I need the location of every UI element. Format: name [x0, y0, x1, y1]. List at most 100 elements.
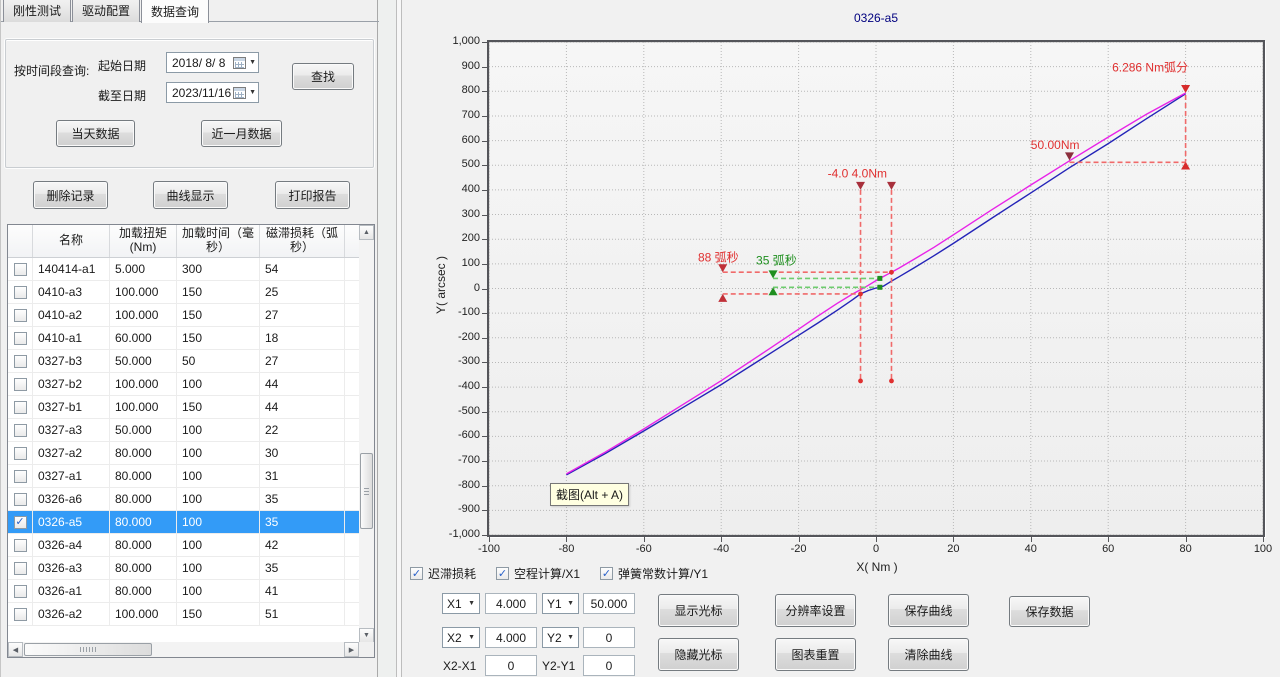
- table-cell: 0327-b1: [33, 396, 110, 418]
- y-tick-label: -100: [457, 306, 480, 319]
- option-checkbox[interactable]: [410, 567, 423, 580]
- chart-option-0: 迟滞损耗: [410, 565, 476, 582]
- column-header[interactable]: 名称: [33, 225, 110, 257]
- table-row[interactable]: 0327-b3 50.000 50 27: [8, 350, 361, 373]
- x2-x1-value-field[interactable]: 0: [485, 655, 537, 676]
- y2-y1-value-field[interactable]: 0: [583, 655, 635, 676]
- column-header[interactable]: 加载扭矩(Nm): [110, 225, 177, 257]
- row-checkbox[interactable]: [13, 354, 27, 368]
- show-cursor-button[interactable]: 显示光标: [658, 594, 739, 627]
- row-checkbox[interactable]: [13, 423, 27, 437]
- save-curve-button[interactable]: 保存曲线: [888, 594, 969, 627]
- row-checkbox[interactable]: [13, 607, 27, 621]
- row-checkbox[interactable]: [13, 377, 27, 391]
- table-cell: 80.000: [110, 557, 177, 579]
- y2-value-field[interactable]: 0: [583, 627, 635, 648]
- chevron-down-icon[interactable]: ▼: [249, 89, 256, 96]
- scroll-down-icon[interactable]: ▼: [359, 628, 374, 643]
- row-checkbox[interactable]: [13, 584, 27, 598]
- row-checkbox[interactable]: [13, 492, 27, 506]
- y-tick-mark: [482, 165, 487, 167]
- save-data-button[interactable]: 保存数据: [1009, 596, 1090, 627]
- x2-combo[interactable]: X2 ▼: [442, 627, 480, 648]
- plot-area[interactable]: 6.286 Nm弧分 50.00Nm -4.0 4.0Nm 88 弧秒 35 弧秒: [487, 40, 1265, 537]
- row-checkbox[interactable]: [13, 262, 27, 276]
- hscroll-thumb[interactable]: [24, 643, 152, 656]
- table-cell: 0326-a4: [33, 534, 110, 556]
- x1-value-field[interactable]: 4.000: [485, 593, 537, 614]
- tab-data-query[interactable]: 数据查询: [141, 0, 210, 23]
- y-tick-label: 400: [461, 182, 480, 195]
- table-row[interactable]: 0326-a6 80.000 100 35: [8, 488, 361, 511]
- y1-combo[interactable]: Y1 ▼: [542, 593, 579, 614]
- query-section-label: 按时间段查询:: [14, 64, 90, 78]
- y-tick-label: 500: [461, 158, 480, 171]
- y2-combo[interactable]: Y2 ▼: [542, 627, 579, 648]
- table-row[interactable]: 0410-a1 60.000 150 18: [8, 327, 361, 350]
- scroll-left-icon[interactable]: ◀: [8, 642, 23, 657]
- calendar-icon[interactable]: [233, 86, 247, 99]
- chevron-down-icon: ▼: [567, 600, 574, 607]
- scroll-up-icon[interactable]: ▲: [359, 225, 374, 240]
- row-checkbox[interactable]: [13, 285, 27, 299]
- delete-record-button[interactable]: 删除记录: [33, 181, 108, 209]
- scroll-right-icon[interactable]: ▶: [344, 642, 359, 657]
- table-cell: 100.000: [110, 603, 177, 625]
- calendar-icon[interactable]: [233, 56, 247, 69]
- table-vscrollbar[interactable]: ▲ ▼: [359, 225, 374, 643]
- clear-curve-button[interactable]: 清除曲线: [888, 638, 969, 671]
- chevron-down-icon[interactable]: ▼: [249, 59, 256, 66]
- print-report-button[interactable]: 打印报告: [275, 181, 350, 209]
- table-cell: 44: [260, 373, 345, 395]
- table-row[interactable]: 140414-a1 5.000 300 54: [8, 258, 361, 281]
- row-checkbox[interactable]: [13, 469, 27, 483]
- row-checkbox[interactable]: [13, 331, 27, 345]
- row-checkbox[interactable]: [13, 308, 27, 322]
- table-row[interactable]: 0327-b1 100.000 150 44: [8, 396, 361, 419]
- y1-value-field[interactable]: 50.000: [583, 593, 635, 614]
- table-row[interactable]: 0327-b2 100.000 100 44: [8, 373, 361, 396]
- table-row[interactable]: 0326-a3 80.000 100 35: [8, 557, 361, 580]
- column-header[interactable]: 加载时间（毫秒）: [177, 225, 260, 257]
- row-checkbox[interactable]: [13, 538, 27, 552]
- panel-divider[interactable]: [396, 0, 402, 677]
- search-button[interactable]: 查找: [292, 63, 354, 90]
- table-hscrollbar[interactable]: ◀ ▶: [8, 642, 359, 657]
- table-row[interactable]: 0410-a3 100.000 150 25: [8, 281, 361, 304]
- option-checkbox[interactable]: [600, 567, 614, 580]
- y-tick-mark: [482, 288, 487, 290]
- table-row[interactable]: 0327-a3 50.000 100 22: [8, 419, 361, 442]
- last-month-data-button[interactable]: 近一月数据: [201, 120, 282, 147]
- end-date-field[interactable]: 2023/11/16 ▼: [166, 82, 259, 103]
- table-row[interactable]: 0326-a2 100.000 150 51: [8, 603, 361, 626]
- row-checkbox[interactable]: [13, 446, 27, 460]
- chart-reset-button[interactable]: 图表重置: [775, 638, 856, 671]
- row-checkbox[interactable]: [13, 515, 27, 529]
- x2-value-field[interactable]: 4.000: [485, 627, 537, 648]
- table-row[interactable]: 0327-a1 80.000 100 31: [8, 465, 361, 488]
- x-tick-label: 60: [1102, 543, 1115, 555]
- table-row[interactable]: 0326-a1 80.000 100 41: [8, 580, 361, 603]
- y-tick-label: 100: [461, 256, 480, 269]
- tab-rigidity-test[interactable]: 刚性测试: [3, 0, 72, 22]
- row-checkbox[interactable]: [13, 400, 27, 414]
- table-cell: 22: [260, 419, 345, 441]
- x-tick-mark: [798, 537, 800, 542]
- scrollbar-corner: [359, 642, 374, 657]
- curve-display-button[interactable]: 曲线显示: [153, 181, 228, 209]
- y-tick-mark: [482, 189, 487, 191]
- table-row[interactable]: 0410-a2 100.000 150 27: [8, 304, 361, 327]
- option-checkbox[interactable]: [496, 567, 510, 580]
- vscroll-thumb[interactable]: [360, 453, 373, 529]
- table-row[interactable]: 0327-a2 80.000 100 30: [8, 442, 361, 465]
- today-data-button[interactable]: 当天数据: [56, 120, 135, 147]
- tab-drive-config[interactable]: 驱动配置: [72, 0, 141, 22]
- x1-combo[interactable]: X1 ▼: [442, 593, 480, 614]
- hide-cursor-button[interactable]: 隐藏光标: [658, 638, 739, 671]
- resolution-settings-button[interactable]: 分辨率设置: [775, 594, 856, 627]
- table-row[interactable]: 0326-a4 80.000 100 42: [8, 534, 361, 557]
- row-checkbox[interactable]: [13, 561, 27, 575]
- start-date-field[interactable]: 2018/ 8/ 8 ▼: [166, 52, 259, 73]
- column-header[interactable]: 磁滞损耗（弧秒）: [260, 225, 345, 257]
